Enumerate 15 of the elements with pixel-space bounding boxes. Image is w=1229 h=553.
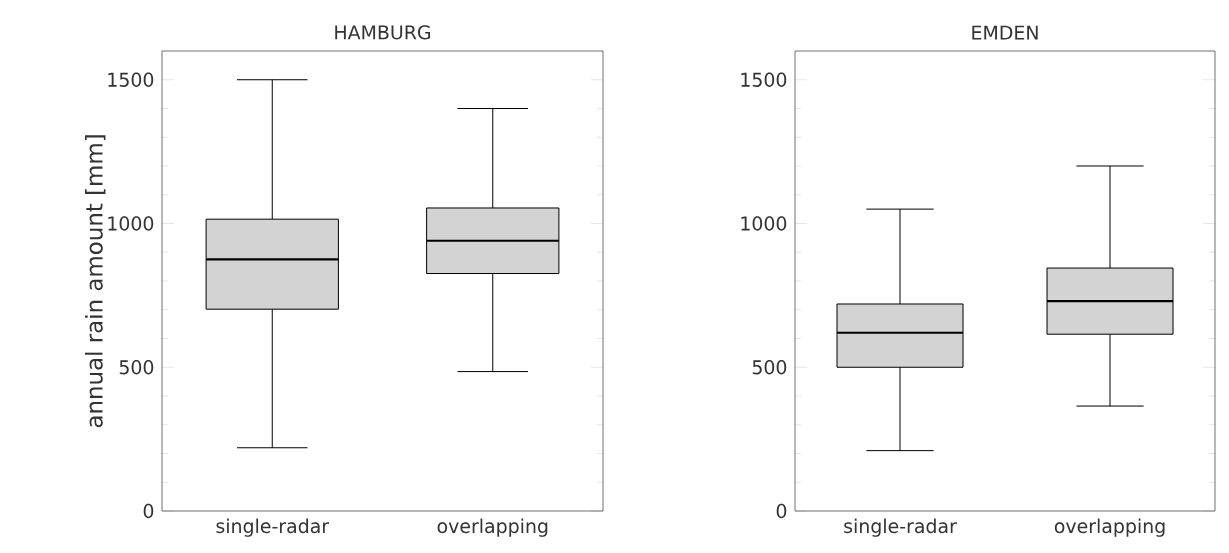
x-tick-label: overlapping [437, 518, 548, 537]
y-tick-label: 0 [776, 503, 787, 519]
x-tick-label: single-radar [844, 518, 957, 537]
y-tick-label: 500 [119, 360, 154, 375]
y-tick-label: 500 [752, 360, 787, 375]
y-axis-title: annual rain amount [mm] [85, 135, 106, 428]
y-tick-label: 1000 [108, 216, 154, 231]
x-tick-label: overlapping [1054, 518, 1165, 537]
y-tick-label: 1000 [741, 216, 787, 231]
x-tick-label: single-radar [216, 518, 330, 537]
y-tick-label: 1500 [108, 72, 154, 87]
chart-title: EMDEN [972, 25, 1038, 40]
y-tick-label: 0 [143, 503, 154, 519]
chart-title: HAMBURG [335, 25, 431, 40]
y-tick-label: 1500 [741, 72, 787, 87]
